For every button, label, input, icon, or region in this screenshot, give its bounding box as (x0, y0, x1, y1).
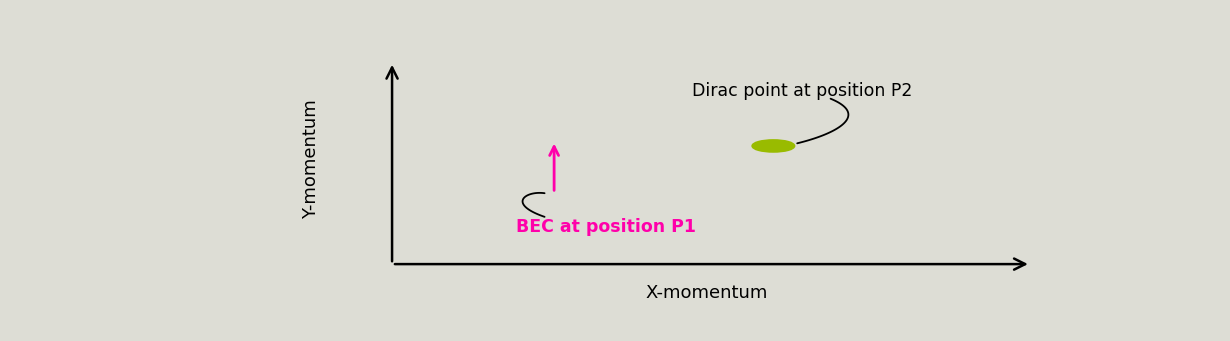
Text: X-momentum: X-momentum (646, 284, 768, 302)
Text: Dirac point at position P2: Dirac point at position P2 (691, 82, 913, 100)
Text: BEC at position P1: BEC at position P1 (517, 218, 696, 236)
Text: Y-momentum: Y-momentum (303, 99, 320, 219)
Circle shape (753, 140, 795, 152)
